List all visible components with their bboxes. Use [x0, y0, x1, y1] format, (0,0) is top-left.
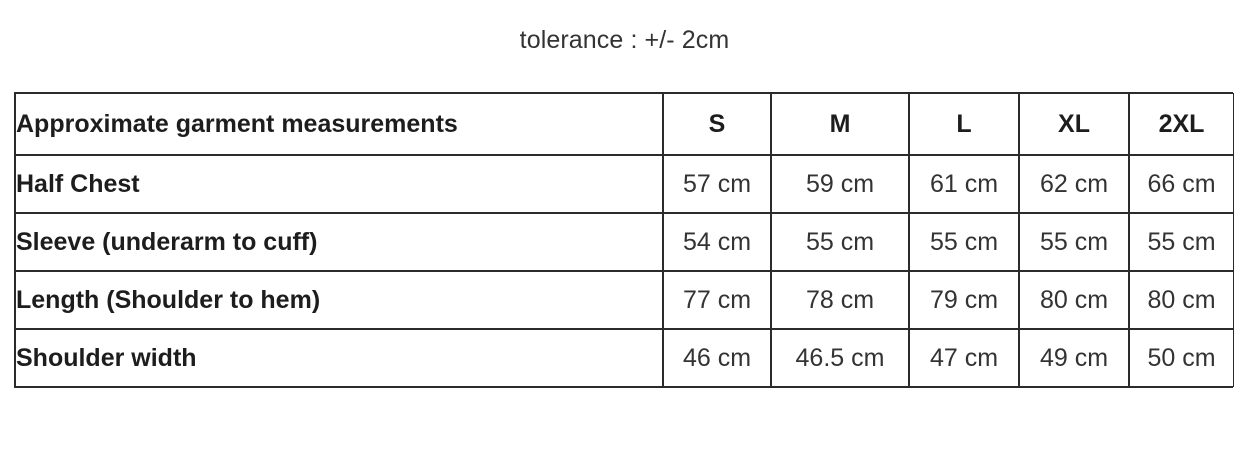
table-header-label: Approximate garment measurements — [15, 93, 663, 155]
cell-shoulder-width-2xl: 50 cm — [1129, 329, 1234, 387]
cell-half-chest-s: 57 cm — [663, 155, 771, 213]
table-row: Length (Shoulder to hem) 77 cm 78 cm 79 … — [15, 271, 1234, 329]
table-header-row: Approximate garment measurements S M L X… — [15, 93, 1234, 155]
column-header-m: M — [771, 93, 909, 155]
cell-length-l: 79 cm — [909, 271, 1019, 329]
cell-half-chest-m: 59 cm — [771, 155, 909, 213]
cell-shoulder-width-m: 46.5 cm — [771, 329, 909, 387]
cell-sleeve-2xl: 55 cm — [1129, 213, 1234, 271]
column-header-2xl: 2XL — [1129, 93, 1234, 155]
row-label-sleeve: Sleeve (underarm to cuff) — [15, 213, 663, 271]
cell-sleeve-m: 55 cm — [771, 213, 909, 271]
table-row: Half Chest 57 cm 59 cm 61 cm 62 cm 66 cm — [15, 155, 1234, 213]
garment-measurements-table: Approximate garment measurements S M L X… — [15, 93, 1234, 387]
size-table-container: Approximate garment measurements S M L X… — [14, 92, 1234, 388]
cell-shoulder-width-xl: 49 cm — [1019, 329, 1129, 387]
cell-half-chest-2xl: 66 cm — [1129, 155, 1234, 213]
table-row: Sleeve (underarm to cuff) 54 cm 55 cm 55… — [15, 213, 1234, 271]
column-header-xl: XL — [1019, 93, 1129, 155]
row-label-shoulder-width: Shoulder width — [15, 329, 663, 387]
cell-sleeve-xl: 55 cm — [1019, 213, 1129, 271]
cell-length-2xl: 80 cm — [1129, 271, 1234, 329]
cell-shoulder-width-s: 46 cm — [663, 329, 771, 387]
tolerance-note: tolerance : +/- 2cm — [519, 26, 730, 54]
table-row: Shoulder width 46 cm 46.5 cm 47 cm 49 cm… — [15, 329, 1234, 387]
cell-sleeve-l: 55 cm — [909, 213, 1019, 271]
cell-length-s: 77 cm — [663, 271, 771, 329]
cell-half-chest-xl: 62 cm — [1019, 155, 1129, 213]
cell-length-xl: 80 cm — [1019, 271, 1129, 329]
column-header-l: L — [909, 93, 1019, 155]
row-label-length: Length (Shoulder to hem) — [15, 271, 663, 329]
row-label-half-chest: Half Chest — [15, 155, 663, 213]
cell-shoulder-width-l: 47 cm — [909, 329, 1019, 387]
cell-half-chest-l: 61 cm — [909, 155, 1019, 213]
column-header-s: S — [663, 93, 771, 155]
cell-length-m: 78 cm — [771, 271, 909, 329]
cell-sleeve-s: 54 cm — [663, 213, 771, 271]
